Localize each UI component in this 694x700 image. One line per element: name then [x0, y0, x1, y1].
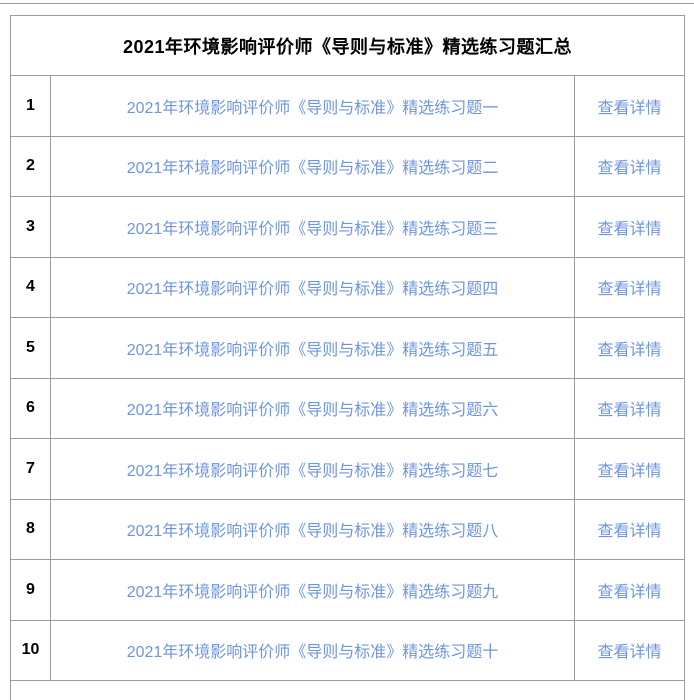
action-cell: 查看详情	[574, 377, 685, 439]
row-number: 9	[10, 559, 51, 621]
action-cell: 查看详情	[574, 256, 685, 318]
table-row: 3 2021年环境影响评价师《导则与标准》精选练习题三 查看详情	[10, 196, 685, 258]
practice-set-link[interactable]: 2021年环境影响评价师《导则与标准》精选练习题五	[126, 341, 499, 359]
practice-set-link[interactable]: 2021年环境影响评价师《导则与标准》精选练习题三	[126, 220, 499, 238]
view-details-link[interactable]: 查看详情	[597, 220, 662, 238]
practice-set-link[interactable]: 2021年环境影响评价师《导则与标准》精选练习题七	[126, 462, 499, 480]
row-number: 2	[10, 135, 51, 197]
action-cell: 查看详情	[574, 196, 685, 258]
table-row: 1 2021年环境影响评价师《导则与标准》精选练习题一 查看详情	[10, 75, 685, 137]
row-number: 8	[10, 498, 51, 560]
title-cell: 2021年环境影响评价师《导则与标准》精选练习题九	[50, 559, 575, 621]
next-section-row	[10, 680, 685, 700]
title-cell: 2021年环境影响评价师《导则与标准》精选练习题六	[50, 377, 575, 439]
table-row: 8 2021年环境影响评价师《导则与标准》精选练习题八 查看详情	[10, 498, 685, 560]
view-details-link[interactable]: 查看详情	[597, 281, 662, 299]
table-row: 10 2021年环境影响评价师《导则与标准》精选练习题十 查看详情	[10, 619, 685, 681]
practice-set-link[interactable]: 2021年环境影响评价师《导则与标准》精选练习题八	[126, 523, 499, 541]
row-number: 5	[10, 317, 51, 379]
practice-set-link[interactable]: 2021年环境影响评价师《导则与标准》精选练习题十	[126, 644, 499, 662]
view-details-link[interactable]: 查看详情	[597, 462, 662, 480]
practice-set-link[interactable]: 2021年环境影响评价师《导则与标准》精选练习题六	[126, 402, 499, 420]
row-number: 3	[10, 196, 51, 258]
title-cell: 2021年环境影响评价师《导则与标准》精选练习题四	[50, 256, 575, 318]
action-cell: 查看详情	[574, 75, 685, 137]
title-cell: 2021年环境影响评价师《导则与标准》精选练习题七	[50, 438, 575, 500]
action-cell: 查看详情	[574, 438, 685, 500]
view-details-link[interactable]: 查看详情	[597, 341, 662, 359]
row-number: 6	[10, 377, 51, 439]
next-section-cell	[10, 680, 685, 700]
action-cell: 查看详情	[574, 317, 685, 379]
page-top-divider	[0, 3, 694, 4]
title-cell: 2021年环境影响评价师《导则与标准》精选练习题二	[50, 135, 575, 197]
view-details-link[interactable]: 查看详情	[597, 583, 662, 601]
table-row: 7 2021年环境影响评价师《导则与标准》精选练习题七 查看详情	[10, 438, 685, 500]
view-details-link[interactable]: 查看详情	[597, 523, 662, 541]
title-cell: 2021年环境影响评价师《导则与标准》精选练习题十	[50, 619, 575, 681]
action-cell: 查看详情	[574, 559, 685, 621]
table-title: 2021年环境影响评价师《导则与标准》精选练习题汇总	[10, 15, 685, 76]
action-cell: 查看详情	[574, 135, 685, 197]
practice-set-link[interactable]: 2021年环境影响评价师《导则与标准》精选练习题九	[126, 583, 499, 601]
title-cell: 2021年环境影响评价师《导则与标准》精选练习题一	[50, 75, 575, 137]
practice-set-link[interactable]: 2021年环境影响评价师《导则与标准》精选练习题一	[126, 99, 499, 117]
title-cell: 2021年环境影响评价师《导则与标准》精选练习题五	[50, 317, 575, 379]
practice-set-link[interactable]: 2021年环境影响评价师《导则与标准》精选练习题四	[126, 281, 499, 299]
table-row: 9 2021年环境影响评价师《导则与标准》精选练习题九 查看详情	[10, 559, 685, 621]
table-row: 2 2021年环境影响评价师《导则与标准》精选练习题二 查看详情	[10, 135, 685, 197]
row-number: 10	[10, 619, 51, 681]
view-details-link[interactable]: 查看详情	[597, 160, 662, 178]
table-header-row: 2021年环境影响评价师《导则与标准》精选练习题汇总	[10, 15, 685, 76]
table-row: 4 2021年环境影响评价师《导则与标准》精选练习题四 查看详情	[10, 256, 685, 318]
row-number: 7	[10, 438, 51, 500]
practice-question-summary-table: 2021年环境影响评价师《导则与标准》精选练习题汇总 1 2021年环境影响评价…	[10, 15, 685, 700]
title-cell: 2021年环境影响评价师《导则与标准》精选练习题三	[50, 196, 575, 258]
title-cell: 2021年环境影响评价师《导则与标准》精选练习题八	[50, 498, 575, 560]
row-number: 1	[10, 75, 51, 137]
view-details-link[interactable]: 查看详情	[597, 99, 662, 117]
table-row: 6 2021年环境影响评价师《导则与标准》精选练习题六 查看详情	[10, 377, 685, 439]
practice-set-link[interactable]: 2021年环境影响评价师《导则与标准》精选练习题二	[126, 160, 499, 178]
action-cell: 查看详情	[574, 619, 685, 681]
view-details-link[interactable]: 查看详情	[597, 402, 662, 420]
action-cell: 查看详情	[574, 498, 685, 560]
row-number: 4	[10, 256, 51, 318]
view-details-link[interactable]: 查看详情	[597, 644, 662, 662]
table-row: 5 2021年环境影响评价师《导则与标准》精选练习题五 查看详情	[10, 317, 685, 379]
